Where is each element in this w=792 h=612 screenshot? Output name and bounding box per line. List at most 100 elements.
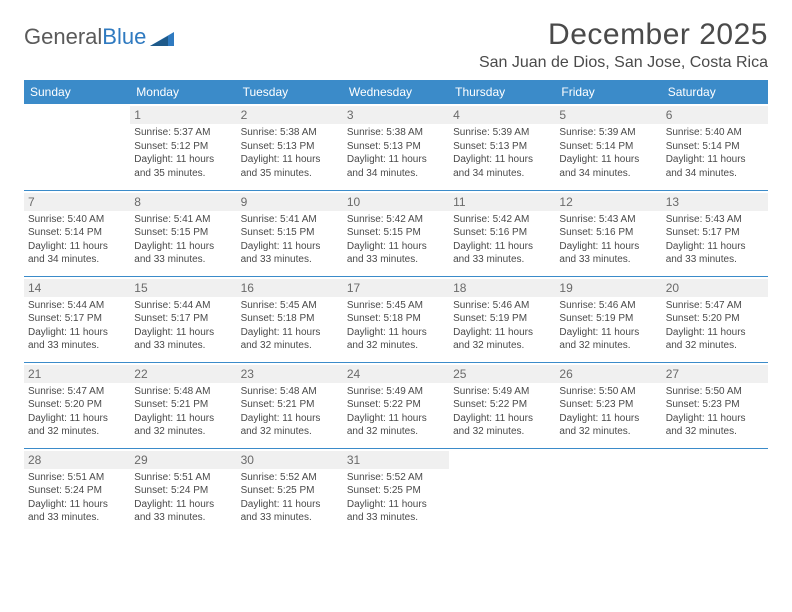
daylight-line1: Daylight: 11 hours bbox=[347, 240, 445, 254]
brand-logo: GeneralBlue bbox=[24, 18, 174, 50]
calendar-day-cell: 8Sunrise: 5:41 AMSunset: 5:15 PMDaylight… bbox=[130, 190, 236, 276]
dayhead-mon: Monday bbox=[130, 80, 236, 104]
day-number: 4 bbox=[449, 106, 555, 124]
sunrise-text: Sunrise: 5:51 AM bbox=[28, 471, 126, 485]
sunset-text: Sunset: 5:21 PM bbox=[241, 398, 339, 412]
sunset-text: Sunset: 5:14 PM bbox=[559, 140, 657, 154]
dayhead-sat: Saturday bbox=[662, 80, 768, 104]
day-number: 6 bbox=[662, 106, 768, 124]
daylight-line1: Daylight: 11 hours bbox=[241, 326, 339, 340]
day-number: 9 bbox=[237, 193, 343, 211]
daylight-line1: Daylight: 11 hours bbox=[453, 153, 551, 167]
calendar-day-cell: 25 Sunrise: 5:49 AMSunset: 5:22 PMDayligh… bbox=[449, 362, 555, 448]
sunset-text: Sunset: 5:15 PM bbox=[134, 226, 232, 240]
sunset-text: Sunset: 5:13 PM bbox=[347, 140, 445, 154]
daylight-line2: and 32 minutes. bbox=[134, 425, 232, 439]
sunset-text: Sunset: 5:24 PM bbox=[134, 484, 232, 498]
day-number: 31 bbox=[343, 451, 449, 469]
calendar-week-row: 1Sunrise: 5:37 AMSunset: 5:12 PMDaylight… bbox=[24, 104, 768, 190]
sunrise-text: Sunrise: 5:46 AM bbox=[559, 299, 657, 313]
calendar-week-row: 28Sunrise: 5:51 AMSunset: 5:24 PMDayligh… bbox=[24, 448, 768, 534]
calendar-day-cell: 9Sunrise: 5:41 AMSunset: 5:15 PMDaylight… bbox=[237, 190, 343, 276]
calendar-day-cell bbox=[662, 448, 768, 534]
calendar-day-cell: 10Sunrise: 5:42 AMSunset: 5:15 PMDayligh… bbox=[343, 190, 449, 276]
sunset-text: Sunset: 5:15 PM bbox=[347, 226, 445, 240]
sunrise-text: Sunrise: 5:39 AM bbox=[559, 126, 657, 140]
calendar-day-cell: 21Sunrise: 5:47 AMSunset: 5:20 PMDayligh… bbox=[24, 362, 130, 448]
daylight-line1: Daylight: 11 hours bbox=[347, 153, 445, 167]
daylight-line2: and 33 minutes. bbox=[559, 253, 657, 267]
daylight-line1: Daylight: 11 hours bbox=[241, 498, 339, 512]
sunset-text: Sunset: 5:13 PM bbox=[453, 140, 551, 154]
day-number: 19 bbox=[555, 279, 661, 297]
dayhead-sun: Sunday bbox=[24, 80, 130, 104]
daylight-line1: Daylight: 11 hours bbox=[134, 153, 232, 167]
daylight-line2: and 33 minutes. bbox=[28, 339, 126, 353]
sunset-text: Sunset: 5:20 PM bbox=[666, 312, 764, 326]
calendar-week-row: 7Sunrise: 5:40 AMSunset: 5:14 PMDaylight… bbox=[24, 190, 768, 276]
daylight-line1: Daylight: 11 hours bbox=[666, 153, 764, 167]
calendar-day-cell: 4Sunrise: 5:39 AMSunset: 5:13 PMDaylight… bbox=[449, 104, 555, 190]
daylight-line2: and 34 minutes. bbox=[453, 167, 551, 181]
sunset-text: Sunset: 5:17 PM bbox=[28, 312, 126, 326]
daylight-line2: and 33 minutes. bbox=[666, 253, 764, 267]
sunrise-text: Sunrise: 5:43 AM bbox=[666, 213, 764, 227]
day-number: 14 bbox=[24, 279, 130, 297]
daylight-line2: and 32 minutes. bbox=[347, 339, 445, 353]
daylight-line2: and 33 minutes. bbox=[453, 253, 551, 267]
sunrise-text: Sunrise: 5:43 AM bbox=[559, 213, 657, 227]
location-subtitle: San Juan de Dios, San Jose, Costa Rica bbox=[479, 54, 768, 72]
daylight-line2: and 33 minutes. bbox=[134, 339, 232, 353]
sunrise-text: Sunrise: 5:47 AM bbox=[666, 299, 764, 313]
sunset-text: Sunset: 5:24 PM bbox=[28, 484, 126, 498]
calendar-day-cell: 24Sunrise: 5:49 AMSunset: 5:22 PMDayligh… bbox=[343, 362, 449, 448]
calendar-day-cell bbox=[24, 104, 130, 190]
daylight-line2: and 34 minutes. bbox=[559, 167, 657, 181]
day-number: 26 bbox=[555, 365, 661, 383]
calendar-day-cell: 23Sunrise: 5:48 AMSunset: 5:21 PMDayligh… bbox=[237, 362, 343, 448]
sunrise-text: Sunrise: 5:52 AM bbox=[241, 471, 339, 485]
sunset-text: Sunset: 5:17 PM bbox=[134, 312, 232, 326]
calendar-day-cell: 6Sunrise: 5:40 AMSunset: 5:14 PMDaylight… bbox=[662, 104, 768, 190]
brand-part1: General bbox=[24, 24, 102, 50]
sunset-text: Sunset: 5:19 PM bbox=[559, 312, 657, 326]
dayhead-tue: Tuesday bbox=[237, 80, 343, 104]
day-number: 25 bbox=[449, 365, 555, 383]
daylight-line2: and 33 minutes. bbox=[241, 511, 339, 525]
sunrise-text: Sunrise: 5:49 AM bbox=[453, 385, 551, 399]
calendar-day-cell bbox=[449, 448, 555, 534]
daylight-line1: Daylight: 11 hours bbox=[666, 326, 764, 340]
daylight-line1: Daylight: 11 hours bbox=[453, 240, 551, 254]
sunrise-text: Sunrise: 5:45 AM bbox=[347, 299, 445, 313]
day-number: 30 bbox=[237, 451, 343, 469]
sunset-text: Sunset: 5:15 PM bbox=[241, 226, 339, 240]
day-number: 29 bbox=[130, 451, 236, 469]
sunset-text: Sunset: 5:22 PM bbox=[347, 398, 445, 412]
daylight-line2: and 34 minutes. bbox=[666, 167, 764, 181]
calendar-day-cell: 19Sunrise: 5:46 AMSunset: 5:19 PMDayligh… bbox=[555, 276, 661, 362]
daylight-line2: and 33 minutes. bbox=[347, 511, 445, 525]
calendar-week-row: 14Sunrise: 5:44 AMSunset: 5:17 PMDayligh… bbox=[24, 276, 768, 362]
daylight-line2: and 35 minutes. bbox=[134, 167, 232, 181]
month-title: December 2025 bbox=[479, 18, 768, 52]
daylight-line2: and 33 minutes. bbox=[347, 253, 445, 267]
day-header-row: Sunday Monday Tuesday Wednesday Thursday… bbox=[24, 80, 768, 104]
sunrise-text: Sunrise: 5:48 AM bbox=[134, 385, 232, 399]
day-number: 16 bbox=[237, 279, 343, 297]
sunset-text: Sunset: 5:22 PM bbox=[453, 398, 551, 412]
sunrise-text: Sunrise: 5:40 AM bbox=[666, 126, 764, 140]
calendar-day-cell: 18Sunrise: 5:46 AMSunset: 5:19 PMDayligh… bbox=[449, 276, 555, 362]
daylight-line1: Daylight: 11 hours bbox=[453, 412, 551, 426]
calendar-day-cell: 12Sunrise: 5:43 AMSunset: 5:16 PMDayligh… bbox=[555, 190, 661, 276]
day-number: 20 bbox=[662, 279, 768, 297]
daylight-line1: Daylight: 11 hours bbox=[241, 153, 339, 167]
calendar-day-cell: 31Sunrise: 5:52 AMSunset: 5:25 PMDayligh… bbox=[343, 448, 449, 534]
day-number: 10 bbox=[343, 193, 449, 211]
sunrise-text: Sunrise: 5:41 AM bbox=[241, 213, 339, 227]
day-number: 8 bbox=[130, 193, 236, 211]
sunset-text: Sunset: 5:23 PM bbox=[559, 398, 657, 412]
daylight-line2: and 32 minutes. bbox=[453, 339, 551, 353]
daylight-line2: and 34 minutes. bbox=[28, 253, 126, 267]
day-number: 27 bbox=[662, 365, 768, 383]
daylight-line2: and 35 minutes. bbox=[241, 167, 339, 181]
